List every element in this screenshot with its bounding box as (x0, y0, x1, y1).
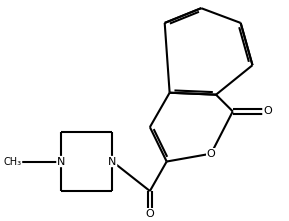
Text: N: N (108, 156, 116, 167)
Text: O: O (146, 209, 154, 219)
Text: O: O (207, 149, 215, 159)
Text: CH₃: CH₃ (3, 156, 22, 167)
Text: N: N (57, 156, 65, 167)
Text: O: O (263, 106, 272, 116)
